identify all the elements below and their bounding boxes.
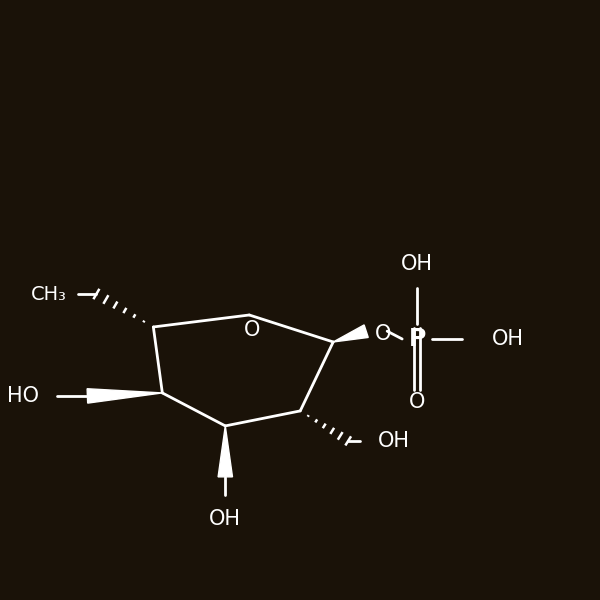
Text: OH: OH	[492, 329, 524, 349]
Text: O: O	[409, 392, 425, 412]
Text: CH₃: CH₃	[31, 284, 67, 304]
Polygon shape	[333, 325, 368, 342]
Polygon shape	[218, 426, 232, 477]
Text: O: O	[375, 324, 392, 344]
Text: OH: OH	[378, 431, 410, 451]
Polygon shape	[87, 389, 163, 403]
Text: OH: OH	[209, 509, 241, 529]
Text: HO: HO	[7, 386, 40, 406]
Text: O: O	[244, 320, 260, 340]
Text: OH: OH	[401, 254, 433, 274]
Text: P: P	[409, 327, 426, 351]
